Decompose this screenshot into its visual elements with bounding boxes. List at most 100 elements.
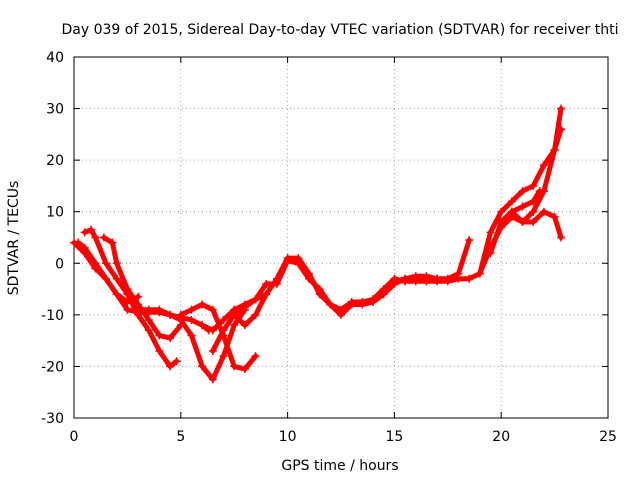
data-point: [208, 375, 217, 384]
data-point: [112, 259, 121, 268]
data-point: [251, 310, 260, 319]
data-point: [230, 310, 239, 319]
data-point: [208, 346, 217, 355]
series-arc-13: [497, 187, 544, 227]
data-point: [108, 238, 117, 247]
data-point: [155, 331, 164, 340]
data-point: [80, 228, 89, 237]
data-point: [347, 297, 356, 306]
data-point: [465, 274, 474, 283]
ticks: 0 5 10 15 20 25 -30 -20 -10 0 10 20 30 40: [41, 50, 617, 445]
data-point: [443, 277, 452, 286]
data-point: [518, 218, 527, 227]
series-line: [210, 258, 440, 354]
series-arc-3: [74, 238, 143, 306]
y-tick-label: 40: [46, 50, 64, 66]
data-point: [465, 236, 474, 245]
data-point: [358, 297, 367, 306]
data-point: [87, 225, 96, 234]
data-point: [535, 187, 544, 196]
data-point: [166, 334, 175, 343]
data-point: [550, 145, 559, 154]
plot-frame: [73, 56, 609, 419]
x-tick-label: 15: [385, 429, 403, 445]
y-tick-label: 0: [55, 256, 64, 272]
data-point: [539, 161, 548, 170]
series-arc-12: [486, 104, 566, 257]
y-tick-label: 20: [46, 153, 64, 169]
data-point: [102, 274, 111, 283]
data-point: [539, 207, 548, 216]
data-point: [74, 238, 83, 247]
data-point: [230, 362, 239, 371]
grid: [74, 57, 608, 418]
data-point: [529, 207, 538, 216]
data-point: [80, 243, 89, 252]
data-point: [208, 305, 217, 314]
data-point: [557, 233, 566, 242]
series-arc-8: [208, 256, 442, 355]
data-point: [187, 305, 196, 314]
data-point: [294, 254, 303, 263]
data-point: [262, 290, 271, 299]
data-point: [379, 285, 388, 294]
x-axis-title: GPS time / hours: [281, 458, 398, 474]
chart-title: Day 039 of 2015, Sidereal Day-to-day VTE…: [62, 22, 619, 38]
data-point: [433, 277, 442, 286]
data-point: [240, 321, 249, 330]
data-point: [518, 202, 527, 211]
data-point: [144, 305, 153, 314]
data-point: [486, 248, 495, 257]
data-point: [557, 104, 566, 113]
data-point: [155, 346, 164, 355]
data-point: [550, 212, 559, 221]
x-tick-label: 20: [492, 429, 510, 445]
data-point: [187, 331, 196, 340]
data-point: [172, 357, 181, 366]
data-point: [529, 218, 538, 227]
data-point: [497, 218, 506, 227]
data-point: [507, 197, 516, 206]
x-tick-label: 0: [70, 429, 79, 445]
data-point: [134, 305, 143, 314]
data-point: [401, 277, 410, 286]
data-point: [198, 362, 207, 371]
data-point: [99, 233, 108, 242]
data-point: [102, 259, 111, 268]
data-point: [390, 274, 399, 283]
y-tick-label: 10: [46, 205, 64, 221]
data-point: [486, 228, 495, 237]
data-point: [240, 365, 249, 374]
data-point: [369, 295, 378, 304]
data-point: [422, 277, 431, 286]
data-point: [123, 285, 132, 294]
data-point: [219, 326, 228, 335]
x-tick-label: 10: [279, 429, 297, 445]
data-point: [315, 290, 324, 299]
data-point: [497, 207, 506, 216]
data-point: [91, 233, 100, 242]
y-tick-label: 30: [46, 102, 64, 118]
series-group: [70, 104, 566, 384]
data-point: [518, 187, 527, 196]
data-point: [208, 326, 217, 335]
data-point: [219, 316, 228, 325]
data-point: [251, 295, 260, 304]
data-point: [123, 297, 132, 306]
data-point: [283, 254, 292, 263]
y-tick-label: -20: [41, 359, 64, 375]
data-point: [251, 352, 260, 361]
data-point: [187, 316, 196, 325]
series-arc-10: [369, 207, 566, 304]
data-point: [166, 362, 175, 371]
data-point: [91, 259, 100, 268]
data-point: [240, 303, 249, 312]
data-point: [454, 274, 463, 283]
data-point: [112, 274, 121, 283]
data-point: [262, 279, 271, 288]
data-point: [326, 300, 335, 309]
data-point: [507, 207, 516, 216]
data-point: [155, 305, 164, 314]
data-point: [198, 321, 207, 330]
